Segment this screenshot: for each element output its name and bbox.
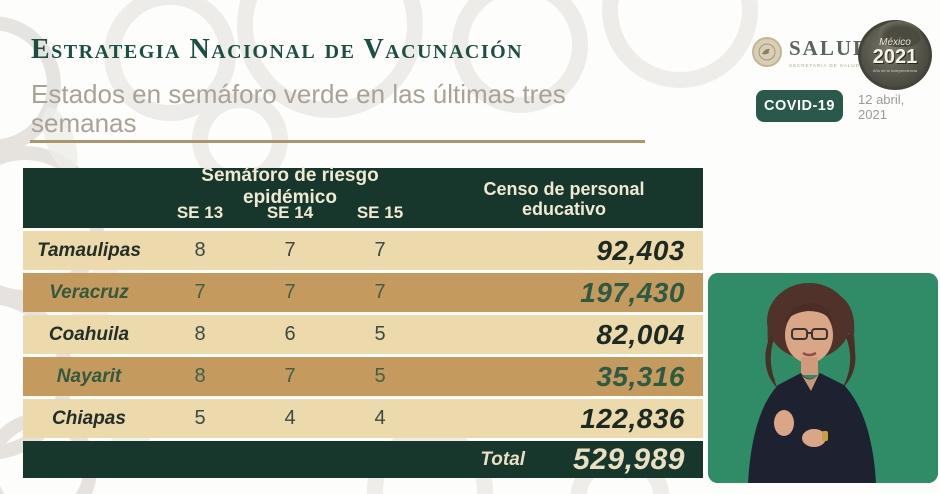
group-header: Semáforo de riesgo epidémico (201, 165, 379, 208)
table-body: Tamaulipas 8 7 7 92,403 Veracruz 7 7 7 1… (23, 231, 703, 438)
se15-value-cell: 7 (374, 281, 386, 303)
se14-value-cell: 7 (284, 239, 296, 261)
mexico-badge-text: México (879, 37, 911, 48)
se14-value-cell: 7 (284, 365, 296, 387)
state-name-cell: Chiapas (52, 407, 126, 429)
page-subtitle: Estados en semáforo verde en las últimas… (31, 80, 566, 138)
table-row: Chiapas 5 4 4 122,836 (23, 399, 703, 438)
date-label: 12 abril, 2021 (858, 92, 904, 122)
se13-value-cell: 5 (194, 407, 206, 429)
subtitle-line-2: semanas (31, 108, 137, 138)
eagle-icon (758, 43, 776, 61)
mexico-badge-year: 2021 (872, 46, 918, 68)
se15-value-cell: 4 (374, 407, 386, 429)
se14-value-cell: 4 (284, 407, 296, 429)
total-label: Total (480, 448, 526, 470)
table-total-row: Total 529,989 (23, 441, 703, 478)
census-value-cell: 35,316 (596, 360, 685, 392)
subtitle-line-1: Estados en semáforo verde en las últimas… (31, 79, 566, 109)
table-row: Veracruz 7 7 7 197,430 (23, 273, 703, 312)
total-value: 529,989 (573, 442, 685, 476)
se13-value-cell: 8 (194, 323, 206, 345)
column-header-se13: SE 13 (176, 203, 224, 222)
census-value-cell: 122,836 (580, 402, 685, 434)
table-row: Nayarit 8 7 5 35,316 (23, 357, 703, 396)
table-header: Semáforo de riesgo epidémico SE 13 SE 14… (23, 165, 703, 228)
state-name-cell: Veracruz (49, 281, 129, 303)
column-header-se14: SE 14 (266, 203, 314, 222)
se15-value-cell: 5 (374, 365, 386, 387)
census-value-cell: 82,004 (596, 318, 685, 350)
date-line-1: 12 abril, (858, 92, 905, 107)
mexico-badge-small-text: Año de la Independencia (872, 68, 918, 73)
divider-rule (30, 140, 645, 143)
census-value-cell: 197,430 (580, 276, 685, 308)
covid-19-badge: COVID-19 (756, 90, 843, 122)
date-line-2: 2021 (858, 107, 887, 122)
serpent-icon (879, 21, 921, 47)
salud-sublabel: SECRETARÍA DE SALUD (789, 63, 860, 68)
state-name-cell: Nayarit (56, 365, 122, 387)
mexico-2021-circle: México 2021 Año de la Independencia (858, 20, 932, 90)
se14-value-cell: 6 (284, 323, 296, 345)
salud-label: SALUD (789, 36, 871, 60)
se13-value-cell: 8 (194, 365, 206, 387)
se15-value-cell: 5 (374, 323, 386, 345)
table-row: Coahuila 8 6 5 82,004 (23, 315, 703, 354)
interpreter-illustration (708, 273, 938, 483)
state-name-cell: Tamaulipas (37, 239, 141, 261)
page-title: Estrategia Nacional de Vacunación (31, 34, 524, 65)
table-row: Tamaulipas 8 7 7 92,403 (23, 231, 703, 270)
census-value-cell: 92,403 (596, 234, 685, 266)
se13-value-cell: 8 (194, 239, 206, 261)
state-name-cell: Coahuila (48, 323, 130, 345)
mexico-2021-badge: México 2021 Año de la Independencia (858, 12, 936, 90)
se15-value-cell: 7 (374, 239, 386, 261)
semaforo-table: Semáforo de riesgo epidémico SE 13 SE 14… (23, 165, 703, 478)
se13-value-cell: 7 (194, 281, 206, 303)
column-header-census: Censo de personal educativo (483, 179, 645, 219)
sign-language-interpreter-video (708, 273, 938, 483)
column-header-se15: SE 15 (356, 203, 404, 222)
salud-seal-icon (752, 37, 782, 67)
se14-value-cell: 7 (284, 281, 296, 303)
salud-logo: SALUD SECRETARÍA DE SALUD (752, 36, 870, 68)
